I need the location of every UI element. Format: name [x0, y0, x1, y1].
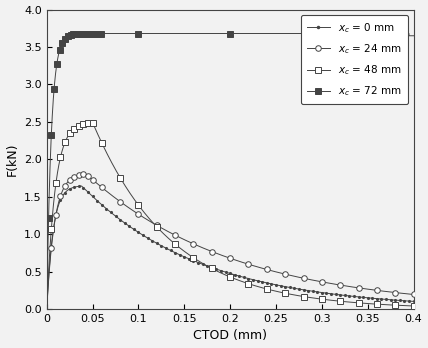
- X-axis label: CTOD (mm): CTOD (mm): [193, 330, 267, 342]
- Legend: $x_c$ = 0 mm, $x_c$ = 24 mm, $x_c$ = 48 mm, $x_c$ = 72 mm: $x_c$ = 0 mm, $x_c$ = 24 mm, $x_c$ = 48 …: [301, 15, 408, 104]
- Y-axis label: F(kN): F(kN): [6, 143, 18, 176]
